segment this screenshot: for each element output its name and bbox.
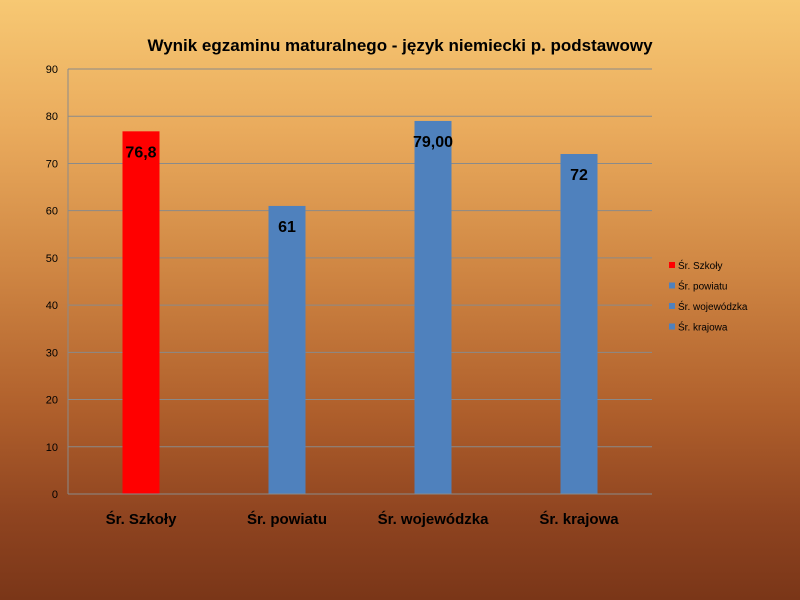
y-tick-label: 50 — [46, 253, 58, 265]
bar — [268, 205, 306, 494]
y-tick-label: 80 — [46, 111, 58, 123]
legend: Śr. Szkoły Śr. powiatu Śr. wojewódzka Śr. k… — [669, 259, 748, 334]
x-axis: Śr. Szkoły Śr. powiatu Śr. wojewódzka Śr. k… — [68, 493, 652, 528]
legend-swatch — [669, 262, 675, 268]
y-tick-label: 40 — [46, 300, 58, 312]
data-label: 76,8 — [125, 144, 156, 161]
legend-label: Śr. krajowa — [678, 321, 728, 334]
x-tick-label: Śr. wojewódzka — [378, 510, 490, 528]
data-label: 79,00 — [413, 134, 453, 151]
y-tick-label: 10 — [46, 442, 58, 454]
x-tick-label: Śr. krajowa — [539, 510, 619, 528]
data-label: 72 — [570, 167, 588, 184]
legend-label: Śr. Szkoły — [678, 259, 722, 272]
bars: 76,8 61 79,00 72 — [122, 120, 598, 495]
y-tick-label: 70 — [46, 158, 58, 170]
x-tick-label: Śr. Szkoły — [106, 510, 178, 528]
y-tick-label: 20 — [46, 395, 58, 407]
legend-swatch — [669, 323, 675, 330]
y-tick-label: 90 — [46, 64, 58, 76]
legend-swatch — [669, 303, 675, 309]
y-tick-label: 30 — [46, 347, 58, 359]
y-tick-label: 0 — [52, 489, 58, 501]
bar — [414, 120, 452, 494]
y-tick-label: 60 — [46, 206, 58, 218]
legend-swatch — [669, 282, 675, 289]
legend-label: Śr. wojewódzka — [678, 300, 748, 313]
bar — [122, 131, 160, 495]
bar — [560, 154, 598, 494]
y-axis: 0 10 20 30 40 50 60 70 80 90 — [46, 64, 69, 501]
x-tick-label: Śr. powiatu — [247, 510, 327, 528]
data-label: 61 — [278, 219, 296, 236]
gridlines — [68, 68, 652, 495]
chart-title: Wynik egzaminu maturalnego - język niemi… — [147, 36, 653, 55]
legend-label: Śr. powiatu — [678, 280, 727, 293]
